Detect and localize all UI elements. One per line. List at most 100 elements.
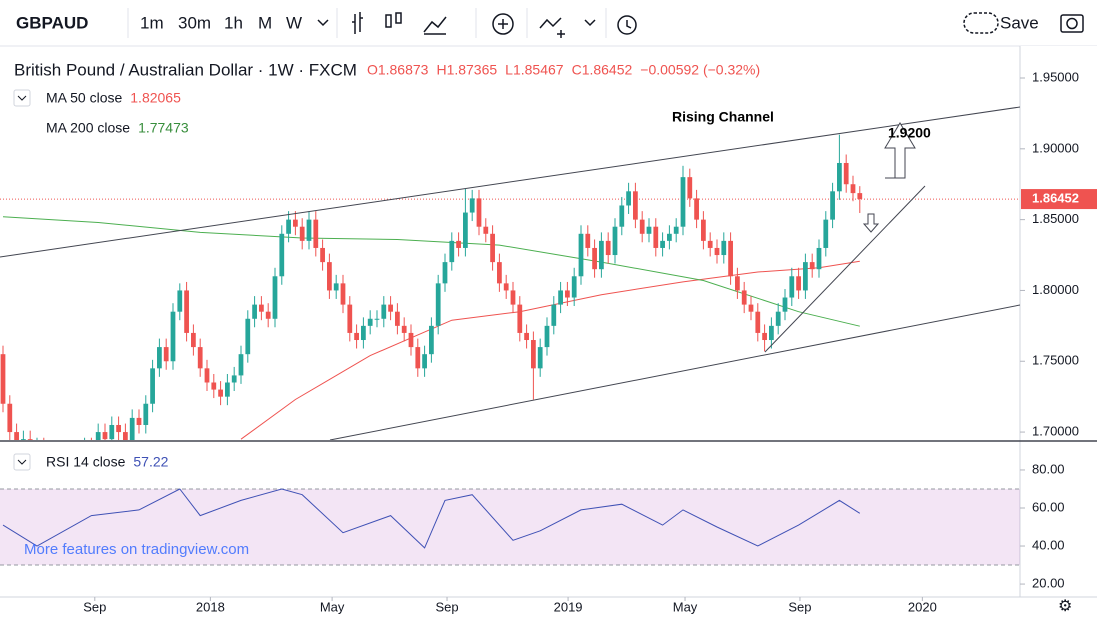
candle-body — [673, 226, 679, 234]
candle-body — [27, 439, 33, 440]
candle-body — [531, 340, 536, 369]
indicator-name: MA 50 close — [46, 90, 122, 106]
candle-body — [612, 226, 618, 256]
candle-body — [789, 276, 795, 298]
x-tick-label: Sep — [788, 599, 811, 614]
candle-body — [293, 219, 298, 227]
interval[interactable]: 30m — [178, 13, 211, 32]
candle-body — [565, 290, 570, 298]
toolbar — [0, 0, 1097, 46]
candle-body — [218, 389, 223, 397]
candle-body — [0, 354, 6, 404]
rsi-line — [2, 488, 861, 549]
candle-body — [442, 262, 448, 284]
collapse-toggle[interactable] — [13, 89, 31, 107]
candle-body — [707, 240, 713, 248]
candle-body — [490, 233, 495, 263]
candle-body — [585, 233, 591, 248]
candle-body — [41, 446, 46, 453]
candle-body — [388, 304, 393, 312]
x-tick-label: 2019 — [554, 599, 583, 614]
candle-body — [599, 240, 604, 270]
candle-body — [537, 347, 543, 369]
x-tick-label: Sep — [83, 599, 106, 614]
candle-body — [333, 283, 339, 291]
candle-body — [367, 318, 373, 326]
candle-body — [755, 311, 761, 333]
candle-body — [415, 347, 421, 369]
symbol[interactable]: GBPAUD — [16, 13, 88, 32]
candle-body — [796, 276, 801, 291]
candle-body — [571, 276, 577, 298]
indicator-name: MA 200 close — [46, 120, 130, 136]
candle-body — [286, 219, 291, 234]
candle-body — [340, 283, 346, 305]
candle-body — [639, 219, 645, 234]
candle-body — [830, 191, 835, 220]
candle-body — [306, 219, 312, 241]
candle-body — [204, 368, 210, 383]
candle-body — [299, 226, 305, 241]
candle-body — [7, 403, 13, 433]
candle-body — [320, 247, 325, 263]
candle-body — [775, 311, 781, 326]
candle-body — [735, 276, 740, 291]
ohlc-value: H1.87365 — [436, 62, 497, 78]
candle-body — [361, 325, 366, 341]
rsi-tick-label: 80.00 — [1032, 461, 1065, 476]
candle-body — [211, 382, 217, 390]
candle-body — [517, 304, 523, 333]
y-tick-label: 1.80000 — [1032, 282, 1079, 297]
rsi-toggle[interactable] — [13, 453, 31, 471]
up-arrow — [884, 122, 916, 179]
x-tick-label: May — [673, 599, 698, 614]
candle-body — [21, 439, 26, 440]
save-button[interactable]: Save — [1000, 13, 1039, 32]
candle-body — [184, 290, 189, 333]
y-tick-label: 1.85000 — [1032, 211, 1079, 226]
candle-body — [578, 233, 584, 277]
candle-body — [265, 311, 271, 319]
candle-body — [626, 191, 631, 206]
candle-body — [422, 354, 427, 369]
interval[interactable]: 1m — [140, 13, 164, 32]
trend-lines — [0, 106, 1020, 440]
interval[interactable]: W — [286, 13, 302, 32]
target-label: 1.9200 — [888, 125, 931, 141]
candle-body — [721, 240, 727, 256]
candle-body — [313, 219, 319, 248]
annotation: Rising Channel — [672, 109, 774, 125]
candle-body — [116, 424, 121, 433]
candle-body — [694, 198, 699, 220]
candle-body — [524, 332, 529, 341]
candle-body — [347, 304, 353, 333]
y-tick-label: 1.90000 — [1032, 140, 1079, 155]
last-price-label: 1.86452 — [1032, 191, 1079, 206]
candle-body — [327, 262, 332, 291]
interval[interactable]: M — [258, 13, 272, 32]
tool-icons[interactable] — [352, 12, 1084, 38]
candle-body — [89, 446, 94, 453]
indicator-name: RSI 14 close — [46, 454, 126, 470]
indicator-value: 57.22 — [133, 454, 168, 470]
candle-body — [592, 247, 597, 270]
rsi-toggle-icon — [17, 459, 27, 465]
candle-body — [225, 382, 230, 397]
candle-body — [245, 318, 251, 355]
y-tick-label: 1.95000 — [1032, 69, 1079, 84]
interval[interactable]: 1h — [224, 13, 243, 32]
ma-line — [2, 216, 860, 327]
candle-body — [619, 205, 625, 227]
candle-body — [816, 247, 822, 270]
candle-body — [476, 198, 482, 227]
candle-body — [680, 177, 686, 227]
settings-icon[interactable]: ⚙ — [1058, 598, 1072, 615]
candle-body — [463, 212, 468, 248]
candle-body — [238, 354, 244, 376]
candle-body — [803, 262, 808, 291]
candle-body — [252, 304, 257, 319]
y-tick-label: 1.75000 — [1032, 353, 1079, 368]
candle-body — [354, 332, 359, 341]
candle-body — [769, 325, 774, 341]
down-arrow — [862, 213, 880, 233]
